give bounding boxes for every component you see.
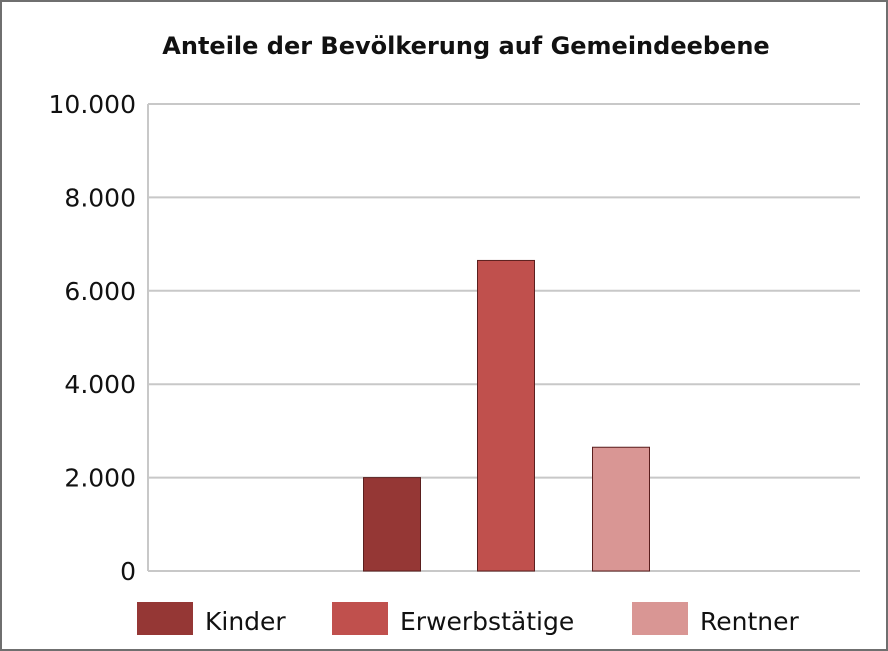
- legend-label-erwerbstätige: Erwerbstätige: [400, 607, 574, 636]
- y-tick-label: 6.000: [64, 277, 136, 306]
- legend-swatch-rentner: [632, 602, 688, 635]
- y-tick-label: 4.000: [64, 370, 136, 399]
- bar-rentner: [592, 446, 650, 572]
- chart-title: Anteile der Bevölkerung auf Gemeindeeben…: [162, 32, 769, 60]
- legend-label-rentner: Rentner: [700, 607, 800, 636]
- y-tick-label: 10.000: [49, 90, 136, 119]
- legend-swatch-erwerbstätige: [332, 602, 388, 635]
- legend: Kinder Erwerbstätige Rentner: [137, 602, 800, 636]
- y-tick-label: 8.000: [64, 183, 136, 212]
- legend-swatch-kinder: [137, 602, 193, 635]
- legend-label-kinder: Kinder: [205, 607, 286, 636]
- gridlines: [147, 103, 860, 572]
- bar-erwerbstätige: [477, 259, 535, 572]
- bars: [363, 259, 650, 572]
- y-axis-ticks: 0 2.000 4.000 6.000 8.000 10.000: [49, 90, 136, 586]
- bar-kinder: [363, 477, 421, 572]
- y-tick-label: 0: [120, 557, 136, 586]
- y-tick-label: 2.000: [64, 464, 136, 493]
